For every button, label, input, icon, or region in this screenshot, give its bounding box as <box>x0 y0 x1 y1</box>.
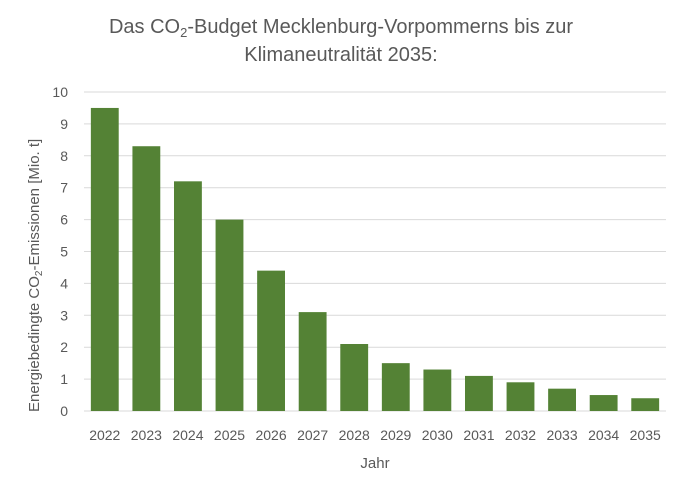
y-tick-label: 9 <box>60 116 68 132</box>
bar-2028 <box>340 344 369 411</box>
y-tick-label: 5 <box>60 244 68 260</box>
chart-title-line-1: Das CO2-Budget Mecklenburg-Vorpommerns b… <box>108 16 574 40</box>
y-tick-labels: 0 1 2 3 4 5 6 7 8 9 10 <box>52 84 68 419</box>
y-tick-label: 3 <box>60 307 68 323</box>
chart-title-line-2: Klimaneutralität 2035: <box>244 44 438 66</box>
bar-2025 <box>215 219 244 411</box>
bar-2035 <box>631 398 660 411</box>
y-tick-label: 0 <box>60 403 68 419</box>
y-tick-label: 8 <box>60 148 68 164</box>
y-tick-label: 1 <box>60 371 68 387</box>
bar-2027 <box>298 312 327 411</box>
bar-2031 <box>465 375 493 411</box>
x-tick-label-2035: 2035 <box>630 427 661 443</box>
x-tick-label-2031: 2031 <box>463 427 494 443</box>
bar-2022 <box>90 107 119 411</box>
gridlines <box>84 91 666 412</box>
bar-2033 <box>548 388 576 411</box>
bar-2026 <box>257 270 285 411</box>
x-tick-label-2034: 2034 <box>588 427 619 443</box>
bar-2023 <box>132 146 161 412</box>
x-tick-label-2024: 2024 <box>172 427 203 443</box>
x-tick-label-2022: 2022 <box>89 427 120 443</box>
x-axis-title: Jahr <box>360 455 389 472</box>
x-tick-label-2032: 2032 <box>505 427 536 443</box>
y-tick-label: 4 <box>60 275 68 291</box>
bar-2029 <box>381 363 410 411</box>
x-tick-label-2029: 2029 <box>380 427 411 443</box>
y-tick-label: 6 <box>60 212 68 228</box>
x-tick-label-2030: 2030 <box>422 427 453 443</box>
y-tick-label: 2 <box>60 339 68 355</box>
x-tick-label-2025: 2025 <box>214 427 245 443</box>
bar-2030 <box>423 369 452 411</box>
x-tick-label-2033: 2033 <box>546 427 577 443</box>
x-tick-labels: 2022 2023 2024 2025 2026 2027 2028 2029 2030 2031… <box>89 427 661 443</box>
x-tick-label-2027: 2027 <box>297 427 328 443</box>
y-axis-title: Energiebedingte CO2-Emissionen [Mio. t] <box>26 138 45 412</box>
bars <box>90 107 660 412</box>
y-tick-label: 10 <box>52 84 68 100</box>
x-tick-label-2028: 2028 <box>339 427 370 443</box>
bar-2024 <box>174 181 202 411</box>
bar-2034 <box>589 395 618 411</box>
x-tick-label-2026: 2026 <box>255 427 286 443</box>
x-tick-label-2023: 2023 <box>131 427 162 443</box>
bar-2032 <box>506 382 535 411</box>
y-tick-label: 7 <box>60 180 68 196</box>
